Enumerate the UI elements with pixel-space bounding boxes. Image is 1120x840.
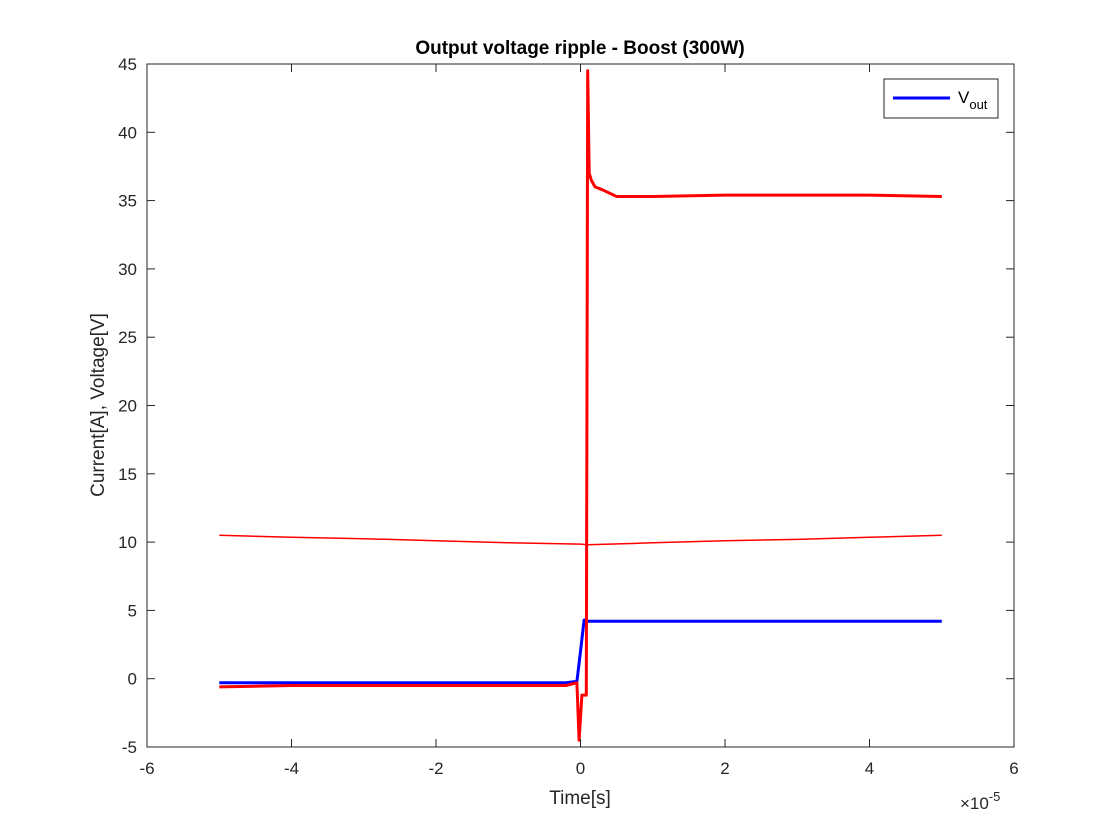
legend-label-vout: Vout xyxy=(958,88,988,112)
plot-area xyxy=(146,63,1015,748)
y-tick-label: 25 xyxy=(118,328,137,347)
x-tick-label: -4 xyxy=(284,759,299,778)
y-tick-label: 45 xyxy=(118,55,137,74)
y-tick-label: 10 xyxy=(118,533,137,552)
series-line-2 xyxy=(219,534,942,546)
legend: Vout xyxy=(883,78,999,119)
y-tick-label: -5 xyxy=(122,738,137,757)
y-tick-label: 40 xyxy=(118,123,137,142)
x-axis-label: Time[s] xyxy=(549,788,611,809)
y-tick-label: 5 xyxy=(128,601,137,620)
y-tick-label: 20 xyxy=(118,397,137,416)
series-line-0 xyxy=(219,618,942,685)
x-tick-label: 2 xyxy=(720,759,729,778)
x-tick-label: -6 xyxy=(139,759,154,778)
chart-title: Output voltage ripple - Boost (300W) xyxy=(415,38,744,59)
y-tick-label: 0 xyxy=(128,670,137,689)
x-tick-label: 4 xyxy=(865,759,874,778)
x-tick-label: 0 xyxy=(576,759,585,778)
x-tick-label: -2 xyxy=(428,759,443,778)
y-tick-label: 15 xyxy=(118,465,137,484)
series-layer xyxy=(219,69,942,742)
tick-layer: -6 -4 -2 0 2 4 6 -5 0 5 10 15 20 25 30 35 40 45 xyxy=(118,55,1019,778)
y-tick-label: 30 xyxy=(118,260,137,279)
x-tick-label: 6 xyxy=(1009,759,1018,778)
series-line-1 xyxy=(219,69,942,742)
x-exponent-label: ×10-5 xyxy=(960,789,1000,813)
y-axis-label: Current[A], Voltage[V] xyxy=(88,313,109,497)
y-tick-label: 35 xyxy=(118,192,137,211)
